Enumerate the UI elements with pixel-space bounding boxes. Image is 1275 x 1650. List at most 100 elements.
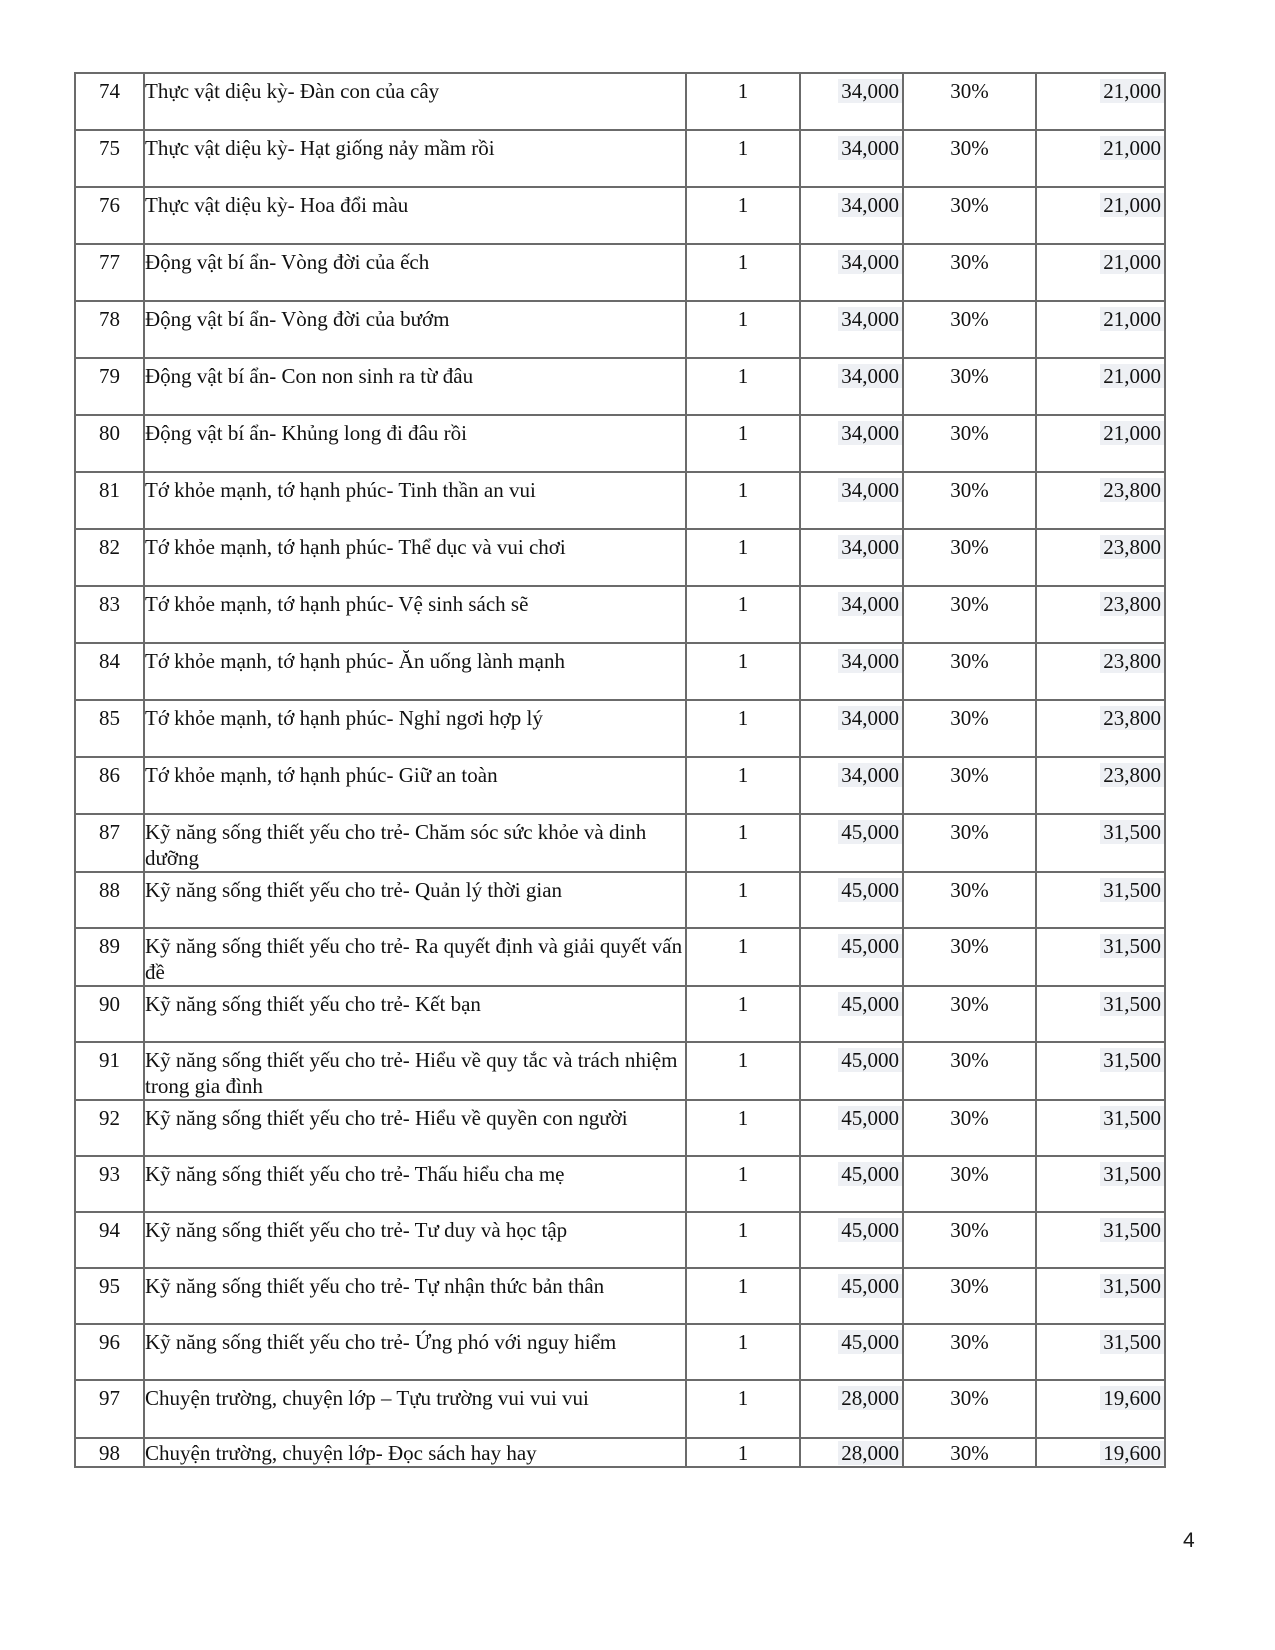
cell-final-price: 21,000 bbox=[1035, 414, 1166, 473]
cell-final-price-text: 23,800 bbox=[1100, 478, 1163, 502]
cell-book-title: Kỹ năng sống thiết yếu cho trẻ- Ra quyết… bbox=[143, 927, 687, 987]
cell-discount: 30% bbox=[902, 1267, 1037, 1325]
cell-row-number: 80 bbox=[74, 414, 145, 473]
cell-list-price-text: 45,000 bbox=[838, 934, 901, 958]
cell-list-price-text: 34,000 bbox=[838, 592, 901, 616]
cell-discount: 30% bbox=[902, 1437, 1037, 1468]
cell-row-number: 96 bbox=[74, 1323, 145, 1381]
cell-discount-text: 30% bbox=[950, 1274, 989, 1298]
cell-quantity-text: 1 bbox=[737, 364, 749, 388]
cell-final-price: 31,500 bbox=[1035, 871, 1166, 929]
cell-book-title: Chuyện trường, chuyện lớp- Đọc sách hay … bbox=[143, 1437, 687, 1468]
cell-final-price-text: 23,800 bbox=[1100, 535, 1163, 559]
cell-quantity-text: 1 bbox=[737, 763, 749, 787]
cell-row-number-text: 91 bbox=[99, 1048, 120, 1072]
cell-quantity: 1 bbox=[685, 300, 801, 359]
cell-list-price-text: 34,000 bbox=[838, 364, 901, 388]
cell-final-price: 23,800 bbox=[1035, 585, 1166, 644]
cell-quantity: 1 bbox=[685, 699, 801, 758]
cell-book-title-text: Thực vật diệu kỳ- Hoa đổi màu bbox=[145, 193, 409, 217]
cell-list-price: 45,000 bbox=[799, 927, 904, 987]
cell-final-price: 23,800 bbox=[1035, 756, 1166, 815]
cell-quantity: 1 bbox=[685, 528, 801, 587]
cell-book-title: Tớ khỏe mạnh, tớ hạnh phúc- Tinh thần an… bbox=[143, 471, 687, 530]
cell-quantity: 1 bbox=[685, 642, 801, 701]
cell-row-number: 74 bbox=[74, 72, 145, 131]
cell-final-price: 31,500 bbox=[1035, 1211, 1166, 1269]
cell-discount: 30% bbox=[902, 1155, 1037, 1213]
cell-discount-text: 30% bbox=[950, 1441, 989, 1465]
cell-book-title-text: Kỹ năng sống thiết yếu cho trẻ- Quản lý … bbox=[145, 878, 563, 902]
table-row: 78 Động vật bí ẩn- Vòng đời của bướm 1 34,0… bbox=[74, 300, 1166, 359]
cell-row-number: 75 bbox=[74, 129, 145, 188]
cell-row-number: 92 bbox=[74, 1099, 145, 1157]
cell-quantity-text: 1 bbox=[737, 136, 749, 160]
cell-list-price: 34,000 bbox=[799, 414, 904, 473]
cell-row-number-text: 80 bbox=[99, 421, 120, 445]
cell-quantity: 1 bbox=[685, 186, 801, 245]
cell-book-title-text: Thực vật diệu kỳ- Đàn con của cây bbox=[145, 79, 440, 103]
cell-book-title-text: Động vật bí ẩn- Khủng long đi đâu rồi bbox=[145, 421, 467, 445]
cell-list-price-text: 45,000 bbox=[838, 1048, 901, 1072]
cell-book-title-text: Chuyện trường, chuyện lớp – Tựu trường v… bbox=[145, 1386, 589, 1410]
cell-list-price-text: 34,000 bbox=[838, 307, 901, 331]
cell-discount: 30% bbox=[902, 357, 1037, 416]
cell-quantity: 1 bbox=[685, 1099, 801, 1157]
cell-row-number-text: 90 bbox=[99, 992, 120, 1016]
table-row: 94 Kỹ năng sống thiết yếu cho trẻ- Tư duy… bbox=[74, 1211, 1166, 1269]
table-row: 74 Thực vật diệu kỳ- Đàn con của cây 1 34,0… bbox=[74, 72, 1166, 131]
cell-book-title: Động vật bí ẩn- Vòng đời của bướm bbox=[143, 300, 687, 359]
table-row: 98 Chuyện trường, chuyện lớp- Đọc sách ha… bbox=[74, 1437, 1166, 1468]
cell-discount-text: 30% bbox=[950, 992, 989, 1016]
cell-book-title-text: Kỹ năng sống thiết yếu cho trẻ- Chăm sóc… bbox=[145, 820, 647, 870]
cell-discount-text: 30% bbox=[950, 421, 989, 445]
cell-discount-text: 30% bbox=[950, 1218, 989, 1242]
table-row: 84 Tớ khỏe mạnh, tớ hạnh phúc- Ăn uống là… bbox=[74, 642, 1166, 701]
cell-quantity-text: 1 bbox=[737, 1274, 749, 1298]
cell-final-price: 19,600 bbox=[1035, 1379, 1166, 1439]
table-row: 77 Động vật bí ẩn- Vòng đời của ếch 1 34,00… bbox=[74, 243, 1166, 302]
cell-final-price: 23,800 bbox=[1035, 528, 1166, 587]
cell-row-number-text: 76 bbox=[99, 193, 120, 217]
cell-book-title: Động vật bí ẩn- Khủng long đi đâu rồi bbox=[143, 414, 687, 473]
cell-list-price-text: 34,000 bbox=[838, 193, 901, 217]
table-row: 82 Tớ khỏe mạnh, tớ hạnh phúc- Thể dục và… bbox=[74, 528, 1166, 587]
cell-row-number: 82 bbox=[74, 528, 145, 587]
cell-quantity: 1 bbox=[685, 585, 801, 644]
cell-discount-text: 30% bbox=[950, 535, 989, 559]
cell-row-number: 76 bbox=[74, 186, 145, 245]
cell-row-number-text: 78 bbox=[99, 307, 120, 331]
cell-final-price-text: 21,000 bbox=[1100, 193, 1163, 217]
table-row: 90 Kỹ năng sống thiết yếu cho trẻ- Kết bạ… bbox=[74, 985, 1166, 1043]
cell-book-title: Kỹ năng sống thiết yếu cho trẻ- Hiểu về … bbox=[143, 1099, 687, 1157]
cell-row-number-text: 81 bbox=[99, 478, 120, 502]
cell-row-number: 85 bbox=[74, 699, 145, 758]
cell-row-number: 89 bbox=[74, 927, 145, 987]
cell-book-title-text: Động vật bí ẩn- Vòng đời của bướm bbox=[145, 307, 450, 331]
table-row: 87 Kỹ năng sống thiết yếu cho trẻ- Chăm s… bbox=[74, 813, 1166, 873]
cell-quantity-text: 1 bbox=[737, 535, 749, 559]
cell-book-title-text: Động vật bí ẩn- Vòng đời của ếch bbox=[145, 250, 430, 274]
cell-quantity: 1 bbox=[685, 471, 801, 530]
cell-book-title-text: Kỹ năng sống thiết yếu cho trẻ- Ứng phó … bbox=[145, 1330, 617, 1354]
cell-list-price-text: 28,000 bbox=[838, 1386, 901, 1410]
cell-list-price: 28,000 bbox=[799, 1379, 904, 1439]
cell-list-price: 34,000 bbox=[799, 699, 904, 758]
cell-final-price-text: 31,500 bbox=[1100, 820, 1163, 844]
table-row: 96 Kỹ năng sống thiết yếu cho trẻ- Ứng ph… bbox=[74, 1323, 1166, 1381]
cell-quantity-text: 1 bbox=[737, 307, 749, 331]
cell-row-number: 94 bbox=[74, 1211, 145, 1269]
cell-discount: 30% bbox=[902, 642, 1037, 701]
cell-book-title-text: Tớ khỏe mạnh, tớ hạnh phúc- Nghỉ ngơi hợ… bbox=[145, 706, 543, 730]
table-row: 97 Chuyện trường, chuyện lớp – Tựu trường… bbox=[74, 1379, 1166, 1439]
cell-quantity-text: 1 bbox=[737, 250, 749, 274]
cell-discount: 30% bbox=[902, 871, 1037, 929]
cell-discount: 30% bbox=[902, 1211, 1037, 1269]
table-row: 80 Động vật bí ẩn- Khủng long đi đâu rồi 1… bbox=[74, 414, 1166, 473]
cell-quantity: 1 bbox=[685, 414, 801, 473]
cell-discount-text: 30% bbox=[950, 763, 989, 787]
cell-final-price-text: 31,500 bbox=[1100, 934, 1163, 958]
cell-book-title-text: Tớ khỏe mạnh, tớ hạnh phúc- Vệ sinh sách… bbox=[145, 592, 529, 616]
cell-list-price-text: 45,000 bbox=[838, 1274, 901, 1298]
